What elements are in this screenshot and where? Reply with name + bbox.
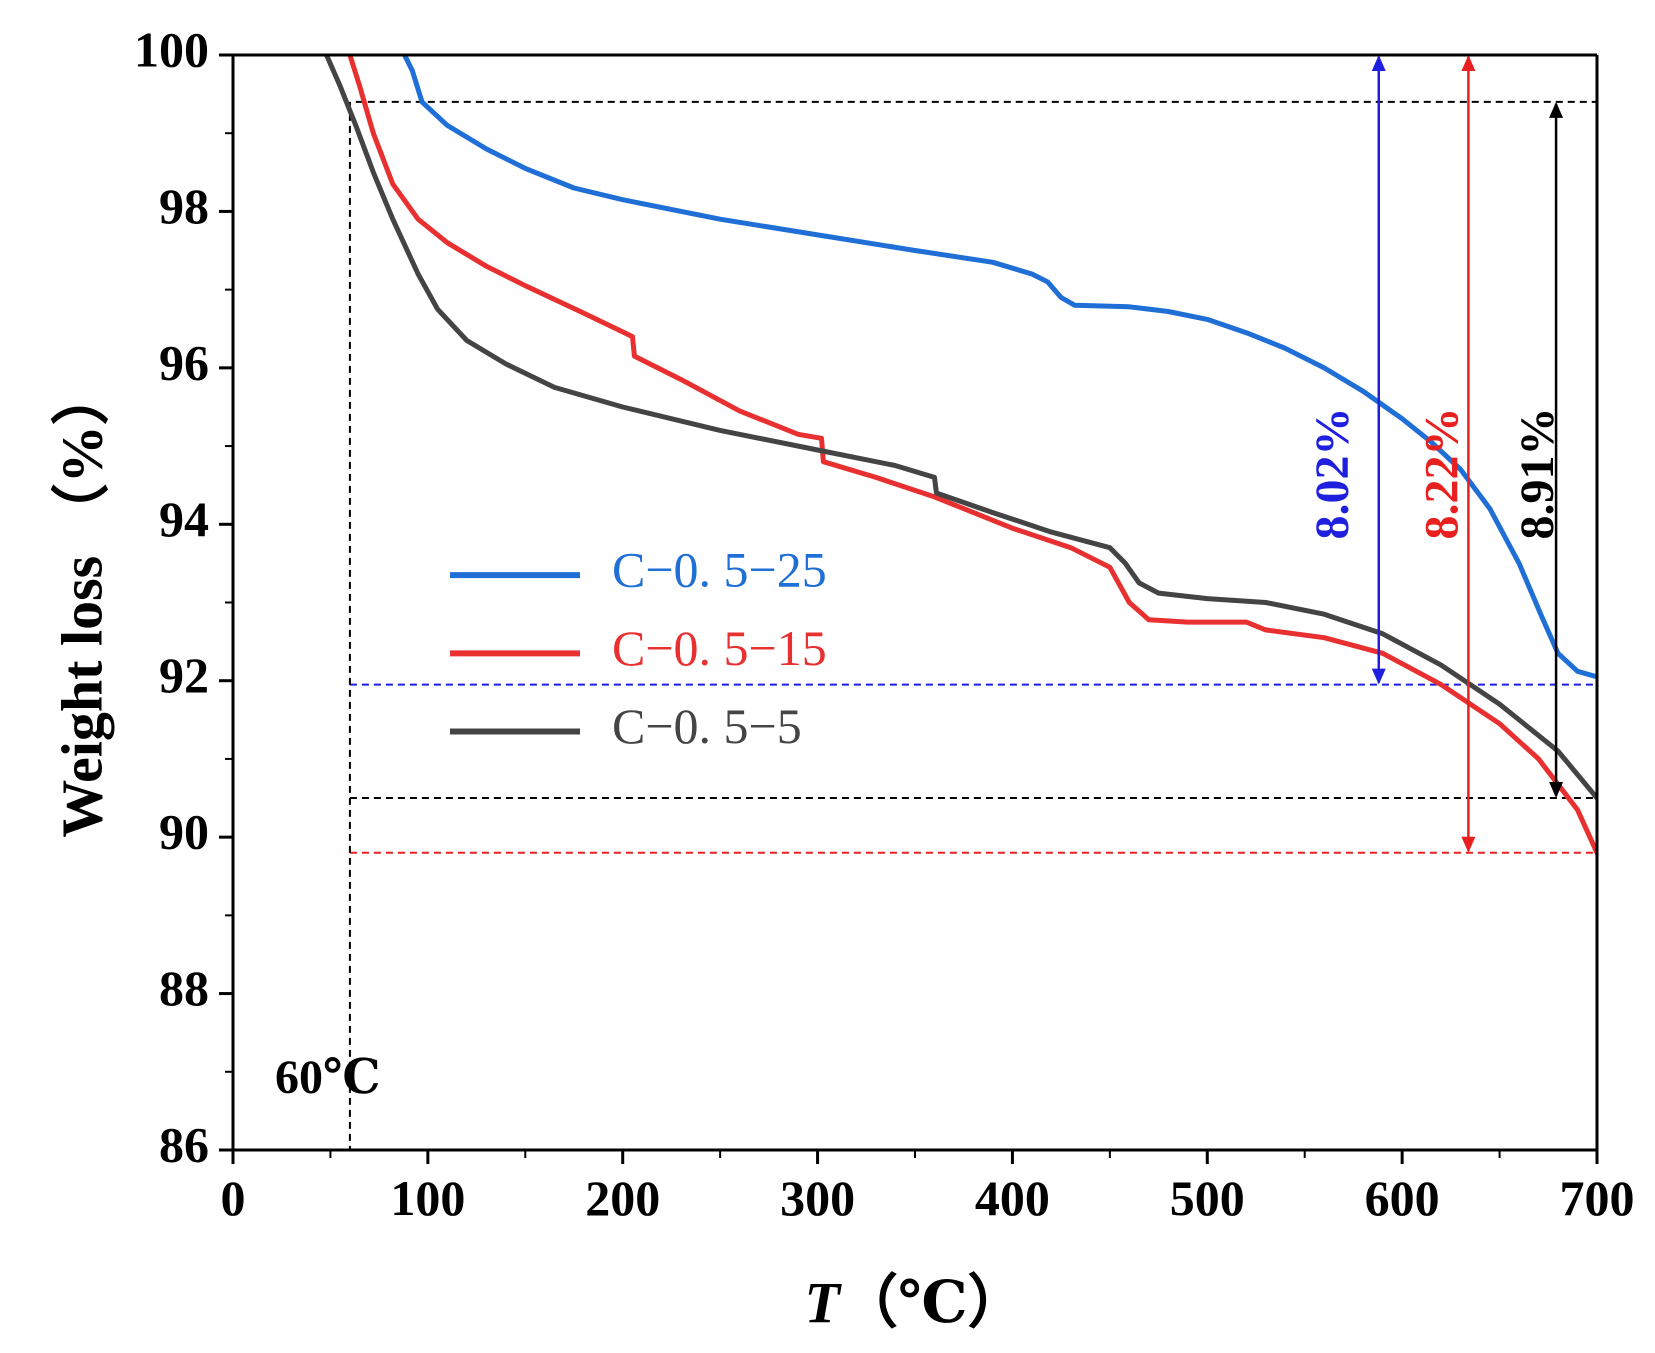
x-tick-label-0: 0 xyxy=(221,1170,246,1226)
arrow-head-0-bottom xyxy=(1371,668,1386,685)
y-tick-label-6: 98 xyxy=(159,178,209,234)
x-tick-label-5: 500 xyxy=(1170,1170,1245,1226)
y-tick-label-4: 94 xyxy=(159,491,209,547)
series-lines xyxy=(324,55,1597,856)
x-tick-label-7: 700 xyxy=(1560,1170,1635,1226)
x-axis-title: T（℃） xyxy=(805,1270,1026,1335)
y-tick-label-1: 88 xyxy=(159,960,209,1016)
x-tick-label-6: 600 xyxy=(1365,1170,1440,1226)
y-tick-label-3: 92 xyxy=(159,647,209,703)
x-tick-label-4: 400 xyxy=(975,1170,1050,1226)
y-tick-label-2: 90 xyxy=(159,804,209,860)
x-tick-label-2: 200 xyxy=(585,1170,660,1226)
arrow-head-0-top xyxy=(1371,55,1386,71)
axes: 0 100 200 300 400 500 600 700 86 88 90 92 94 96 98 100 T… xyxy=(49,21,1634,1335)
reference-lines xyxy=(348,100,1597,1150)
y-tick-label-7: 100 xyxy=(134,21,209,77)
arrow-head-1-top xyxy=(1461,55,1476,71)
annotation-label-3: 60℃ xyxy=(275,1051,381,1104)
x-axis-title-unit: （℃） xyxy=(840,1270,1026,1335)
legend-label-1: C−0. 5−15 xyxy=(612,620,827,676)
x-axis-title-symbol: T xyxy=(805,1270,843,1335)
y-tick-label-5: 96 xyxy=(159,334,209,390)
y-axis-title: Weight loss （%） xyxy=(49,367,114,838)
annotation-label-1: 8.22% xyxy=(1415,407,1468,539)
legend-label-0: C−0. 5−25 xyxy=(612,542,827,598)
annotation-label-2: 8.91% xyxy=(1511,407,1564,539)
x-tick-label-3: 300 xyxy=(780,1170,855,1226)
legend: C−0. 5−25 C−0. 5−15 C−0. 5−5 xyxy=(450,542,827,754)
series-line-0 xyxy=(402,55,1597,680)
arrow-head-2-top xyxy=(1549,101,1564,118)
arrow-head-2-bottom xyxy=(1549,782,1564,799)
y-tick-label-0: 86 xyxy=(159,1116,209,1172)
annotation-arrows: 8.02% 8.22% 8.91% 60℃ xyxy=(275,55,1564,1104)
annotation-label-0: 8.02% xyxy=(1306,407,1359,539)
arrow-head-1-bottom xyxy=(1461,836,1476,853)
series-line-1 xyxy=(347,55,1597,856)
x-tick-label-1: 100 xyxy=(390,1170,465,1226)
legend-label-2: C−0. 5−5 xyxy=(612,698,802,754)
series-line-2 xyxy=(324,55,1597,801)
